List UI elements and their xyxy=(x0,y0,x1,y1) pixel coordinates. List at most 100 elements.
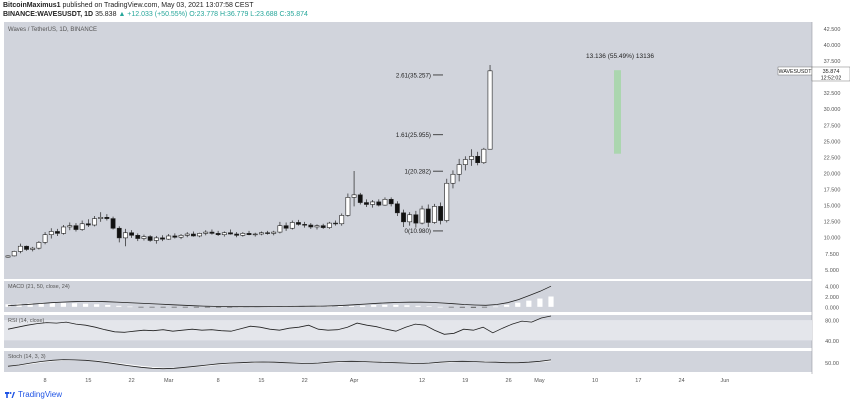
macd-hist-bar xyxy=(515,302,521,307)
candle-body xyxy=(153,237,159,241)
macd-hist-bar xyxy=(371,305,377,307)
candle-body xyxy=(203,231,209,234)
candle-body xyxy=(289,222,295,229)
candle-body xyxy=(425,208,431,223)
macd-tick-label: 4.000 xyxy=(825,285,839,291)
candle-body xyxy=(184,233,190,236)
tradingview-logo-icon[interactable] xyxy=(5,390,15,400)
candle-body xyxy=(135,235,141,239)
candle-body xyxy=(110,218,116,229)
candle-body xyxy=(147,236,153,241)
candle-body xyxy=(228,232,233,235)
tradingview-brand[interactable]: TradingView xyxy=(18,390,63,399)
candle-body xyxy=(407,214,413,223)
candle-body xyxy=(376,201,382,206)
price-tick-label: 37.500 xyxy=(824,59,841,65)
time-tick-label: 26 xyxy=(506,378,512,384)
candle-body xyxy=(209,231,215,234)
candle-body xyxy=(246,233,252,235)
price-tick-label: 7.500 xyxy=(825,252,839,258)
fib-level-label: 1.61(25.955) xyxy=(396,132,431,139)
candle-body xyxy=(85,223,91,226)
stoch-pane xyxy=(4,351,812,372)
price-tick-label: 25.000 xyxy=(824,139,841,145)
candle-body xyxy=(487,70,493,150)
time-tick-label: 19 xyxy=(462,378,468,384)
time-tick-label: 12 xyxy=(419,378,425,384)
candle-body xyxy=(481,148,487,164)
macd-hist-bar xyxy=(415,305,421,307)
time-tick-label: 24 xyxy=(679,378,685,384)
candle-body xyxy=(475,155,481,164)
candle-body xyxy=(394,203,400,214)
macd-hist-bar xyxy=(82,303,89,307)
macd-hist-bar xyxy=(437,306,443,308)
fib-level-label: 1(20.282) xyxy=(405,168,432,175)
time-tick-label: Apr xyxy=(350,378,359,384)
macd-hist-bar xyxy=(238,306,244,308)
macd-hist-bar xyxy=(149,306,155,308)
chart-area[interactable]: 5.000 7.500 10.000 12.500 15.000 17.500 20.000… xyxy=(0,22,850,387)
publish-line: BitcoinMaximus1 published on TradingView… xyxy=(3,2,253,10)
time-tick-label: 22 xyxy=(302,378,308,384)
countdown-label: 12:52:02 xyxy=(821,75,842,81)
macd-hist-bar xyxy=(393,304,399,307)
macd-hist-bar xyxy=(382,304,388,307)
macd-hist-bar xyxy=(193,306,199,308)
candle-body xyxy=(141,236,147,239)
chart-header: BitcoinMaximus1 published on TradingView… xyxy=(0,0,850,22)
macd-hist-bar xyxy=(548,296,554,307)
candle-body xyxy=(30,247,36,250)
last-price: 35.838 xyxy=(95,11,117,18)
candle-body xyxy=(320,225,326,228)
candle-body xyxy=(48,231,54,235)
time-tick-label: 8 xyxy=(217,378,220,384)
candle-body xyxy=(438,206,443,221)
candle-body xyxy=(234,233,240,236)
candle-body xyxy=(432,206,437,223)
macd-tick-label: 0.000 xyxy=(825,305,839,311)
macd-hist-bar xyxy=(49,302,55,307)
candle-body xyxy=(17,245,23,252)
macd-title: MACD (21, 50, close, 24) xyxy=(8,284,70,290)
candle-body xyxy=(370,201,376,205)
price-tick-label: 27.500 xyxy=(824,123,841,129)
chart-title: Waves / TetherUS, 1D, BINANCE xyxy=(8,27,97,33)
candle-body xyxy=(129,232,134,236)
candle-body xyxy=(388,199,394,205)
footer: TradingView xyxy=(0,387,850,403)
last-price-box xyxy=(811,66,850,82)
macd-hist-bar xyxy=(138,306,144,308)
time-tick-label: 10 xyxy=(592,378,598,384)
time-tick-label: 17 xyxy=(635,378,641,384)
macd-hist-bar xyxy=(127,306,133,308)
price-tick-label: 12.500 xyxy=(824,220,841,226)
candle-body xyxy=(462,159,468,165)
candle-body xyxy=(364,202,369,205)
candle-body xyxy=(55,231,60,234)
candle-body xyxy=(258,232,264,235)
candle-body xyxy=(333,222,338,225)
measure-range-box xyxy=(614,70,621,154)
macd-hist-bar xyxy=(337,305,344,307)
macd-tick-label: 2.000 xyxy=(825,295,839,301)
candle-body xyxy=(160,237,165,240)
candle-body xyxy=(116,227,122,239)
candle-body xyxy=(5,255,11,258)
candle-body xyxy=(252,233,258,236)
time-tick-label: 8 xyxy=(44,378,47,384)
candle-body xyxy=(73,225,79,230)
published-text: published on TradingView.com, May 03, 20… xyxy=(62,2,254,9)
price-tick-label: 42.500 xyxy=(824,27,841,33)
candle-body xyxy=(357,194,363,203)
author-name[interactable]: BitcoinMaximus1 xyxy=(3,2,61,9)
measure-label: 13.136 (55.49%) 13136 xyxy=(586,53,654,60)
rsi-band xyxy=(4,320,812,341)
candle-body xyxy=(104,217,110,219)
macd-hist-bar xyxy=(227,306,233,308)
time-tick-label: Jun xyxy=(720,378,729,384)
candle-body xyxy=(240,233,246,236)
candle-body xyxy=(178,235,184,238)
candle-body xyxy=(79,223,85,230)
macd-hist-bar xyxy=(526,300,532,307)
